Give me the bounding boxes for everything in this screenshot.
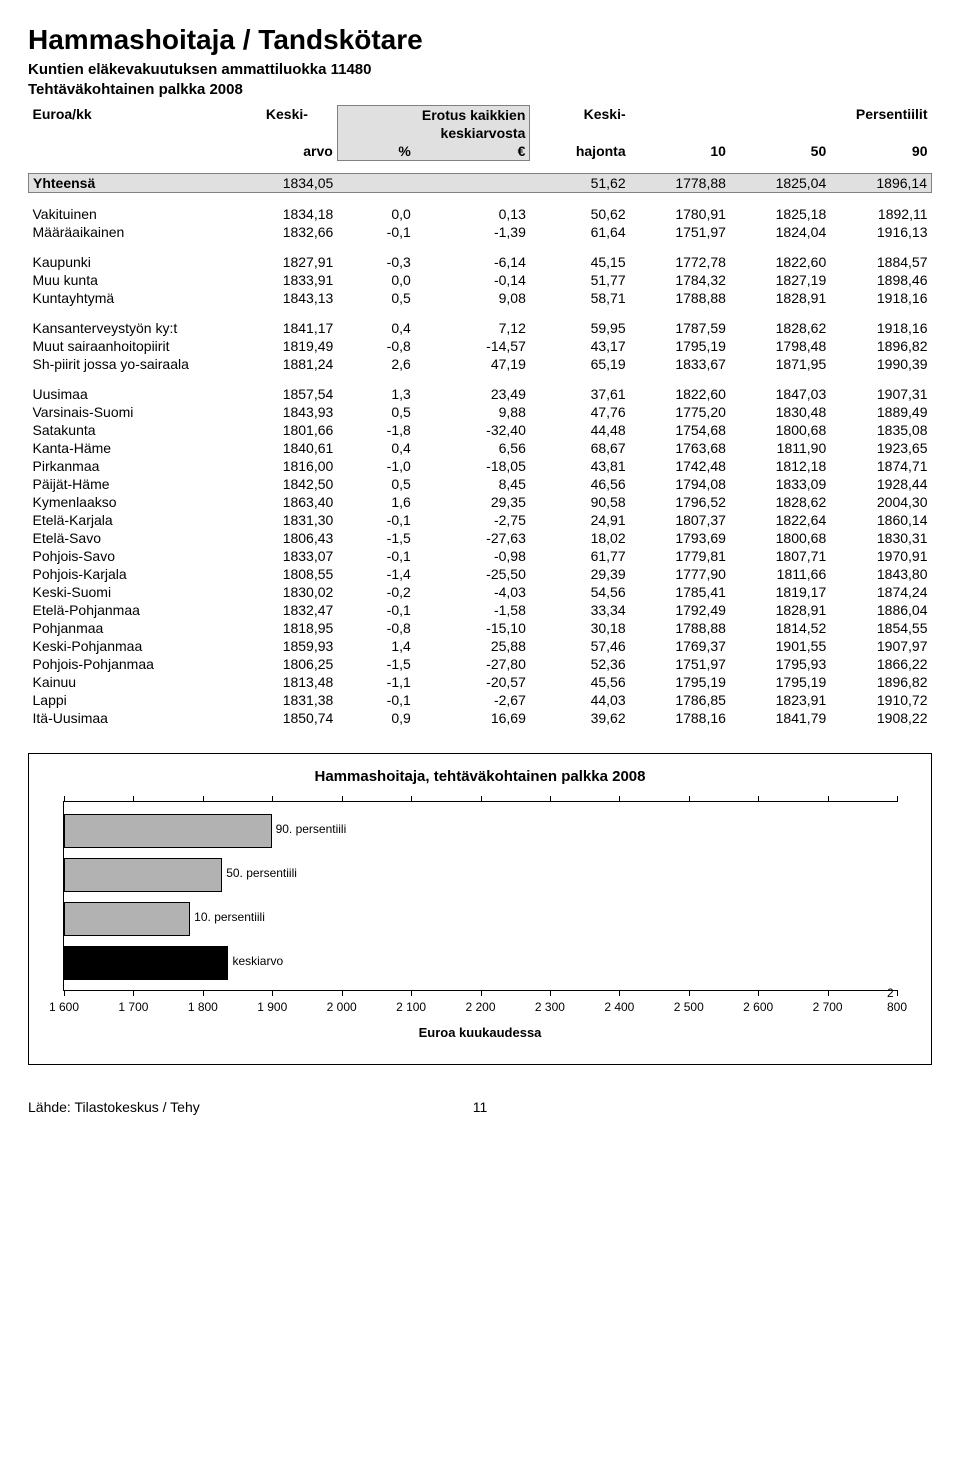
table-row: Kainuu1813,48-1,1-20,5745,561795,191795,… (29, 673, 932, 691)
table-row: Muu kunta1833,910,0-0,1451,771784,321827… (29, 271, 932, 289)
tick-label: 2 200 (465, 1000, 495, 1014)
chart-area: 90. persentiili 50. persentiili 10. persen… (63, 801, 897, 991)
table-row: Etelä-Pohjanmaa1832,47-0,1-1,5833,341792… (29, 601, 932, 619)
tick-label: 2 800 (887, 986, 907, 1014)
total-row: Yhteensä 1834,05 51,62 1778,88 1825,04 1… (29, 173, 932, 192)
tick-label: 2 300 (535, 1000, 565, 1014)
hdr-keski: Keski- (237, 105, 337, 124)
tick-label: 2 000 (327, 1000, 357, 1014)
table-row: Sh-piirit jossa yo-sairaala1881,242,647,… (29, 355, 932, 373)
hdr-erotus-top: Erotus kaikkien (337, 105, 530, 124)
table-row: Etelä-Savo1806,43-1,5-27,6318,021793,691… (29, 529, 932, 547)
table-row: Keski-Pohjanmaa1859,931,425,8857,461769,… (29, 637, 932, 655)
tick-label: 1 600 (49, 1000, 79, 1014)
chart-bar (64, 858, 222, 892)
table-row: Varsinais-Suomi1843,930,59,8847,761775,2… (29, 403, 932, 421)
chart-bar-label: 50. persentiili (226, 866, 297, 880)
table-row: Kymenlaakso1863,401,629,3590,581796,5218… (29, 493, 932, 511)
page-title: Hammashoitaja / Tandskötare (28, 24, 932, 56)
table-row: Pohjanmaa1818,95-0,8-15,1030,181788,8818… (29, 619, 932, 637)
tick-label: 1 900 (257, 1000, 287, 1014)
table-row: Kanta-Häme1840,610,46,5668,671763,681811… (29, 439, 932, 457)
hdr-arvo: arvo (237, 142, 337, 161)
table-row: Määräaikainen1832,66-0,1-1,3961,641751,9… (29, 223, 932, 241)
chart-bar-label: 90. persentiili (276, 822, 347, 836)
chart-title: Hammashoitaja, tehtäväkohtainen palkka 2… (53, 768, 907, 785)
table-row: Keski-Suomi1830,02-0,2-4,0354,561785,411… (29, 583, 932, 601)
tick-label: 2 500 (674, 1000, 704, 1014)
table-row: Pohjois-Pohjanmaa1806,25-1,5-27,8052,361… (29, 655, 932, 673)
page-number: 11 (329, 1099, 630, 1115)
tick-label: 2 700 (813, 1000, 843, 1014)
chart-bar (64, 902, 190, 936)
chart-container: Hammashoitaja, tehtäväkohtainen palkka 2… (28, 753, 932, 1065)
tick-label: 2 600 (743, 1000, 773, 1014)
table-row: Pohjois-Karjala1808,55-1,4-25,5029,39177… (29, 565, 932, 583)
hdr-erotus-bot: keskiarvosta (337, 124, 530, 142)
chart-bar (64, 946, 228, 980)
chart-bar-label: 10. persentiili (194, 910, 265, 924)
table-row: Pirkanmaa1816,00-1,0-18,0543,811742,4818… (29, 457, 932, 475)
table-row: Lappi1831,38-0,1-2,6744,031786,851823,91… (29, 691, 932, 709)
hdr-keski2: Keski- (530, 105, 630, 124)
x-axis-title: Euroa kuukaudessa (53, 1025, 907, 1040)
hdr-p90: 90 (830, 142, 931, 161)
chart-bar-label: keskiarvo (232, 954, 283, 968)
footer-source: Lähde: Tilastokeskus / Tehy (28, 1099, 329, 1115)
chart-bar (64, 814, 272, 848)
table-row: Kaupunki1827,91-0,3-6,1445,151772,781822… (29, 253, 932, 271)
table-row: Etelä-Karjala1831,30-0,1-2,7524,911807,3… (29, 511, 932, 529)
page-footer: Lähde: Tilastokeskus / Tehy 11 (28, 1099, 932, 1115)
tick-label: 1 800 (188, 1000, 218, 1014)
table-row: Uusimaa1857,541,323,4937,611822,601847,0… (29, 385, 932, 403)
hdr-persentiilit: Persentiilit (630, 105, 932, 124)
table-row: Kansanterveystyön ky:t1841,170,47,1259,9… (29, 319, 932, 337)
hdr-hajonta: hajonta (530, 142, 630, 161)
tick-label: 1 700 (118, 1000, 148, 1014)
hdr-p10: 10 (630, 142, 730, 161)
subtitle-line2: Tehtäväkohtainen palkka 2008 (28, 80, 932, 100)
hdr-eur: € (415, 142, 530, 161)
tick-label: 2 400 (604, 1000, 634, 1014)
table-row: Muut sairaanhoitopiirit1819,49-0,8-14,57… (29, 337, 932, 355)
tick-label: 2 100 (396, 1000, 426, 1014)
table-row: Päijät-Häme1842,500,58,4546,561794,08183… (29, 475, 932, 493)
table-row: Satakunta1801,66-1,8-32,4044,481754,6818… (29, 421, 932, 439)
table-row: Pohjois-Savo1833,07-0,1-0,9861,771779,81… (29, 547, 932, 565)
table-row: Itä-Uusimaa1850,740,916,6939,621788,1618… (29, 709, 932, 727)
hdr-pct: % (337, 142, 414, 161)
hdr-p50: 50 (730, 142, 830, 161)
table-row: Vakituinen1834,180,00,1350,621780,911825… (29, 205, 932, 223)
hdr-euroa: Euroa/kk (29, 105, 238, 124)
data-table: Euroa/kk Keski- Erotus kaikkien Keski- P… (28, 105, 932, 727)
table-row: Kuntayhtymä1843,130,59,0858,711788,88182… (29, 289, 932, 307)
subtitle-line1: Kuntien eläkevakuutuksen ammattiluokka 1… (28, 60, 932, 80)
